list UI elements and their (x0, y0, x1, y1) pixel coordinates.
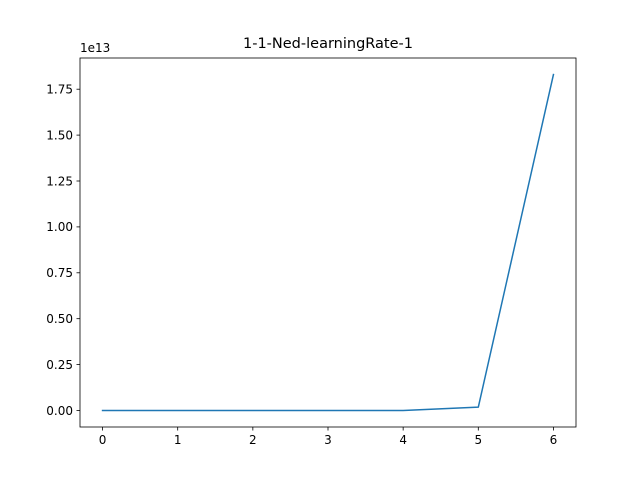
x-tick-label: 0 (99, 433, 107, 447)
plot-area: 0 1 2 3 4 5 6 0.00 0.25 0.50 0.75 1.00 1.25 1.50 1.75 (46, 57, 577, 447)
x-tick-label: 1 (174, 433, 182, 447)
y-tick-label: 0.50 (46, 312, 73, 326)
y-tick-label: 1.00 (46, 220, 73, 234)
series-line-0 (101, 73, 555, 412)
x-tick-label: 5 (474, 433, 482, 447)
y-tick-label: 0.00 (46, 404, 73, 418)
x-tick-label: 2 (249, 433, 257, 447)
y-tick-label: 1.50 (46, 128, 73, 142)
x-tick-label: 6 (550, 433, 558, 447)
y-tick-label: 0.25 (46, 358, 73, 372)
chart-title: 1-1-Ned-learningRate-1 (243, 36, 413, 52)
x-tick-label: 3 (324, 433, 332, 447)
x-tick-label: 4 (399, 433, 407, 447)
y-tick-label: 1.75 (46, 83, 73, 97)
y-axis-offset-label: 1e13 (80, 41, 110, 55)
y-tick-label: 1.25 (46, 174, 73, 188)
y-tick-label: 0.75 (46, 266, 73, 280)
